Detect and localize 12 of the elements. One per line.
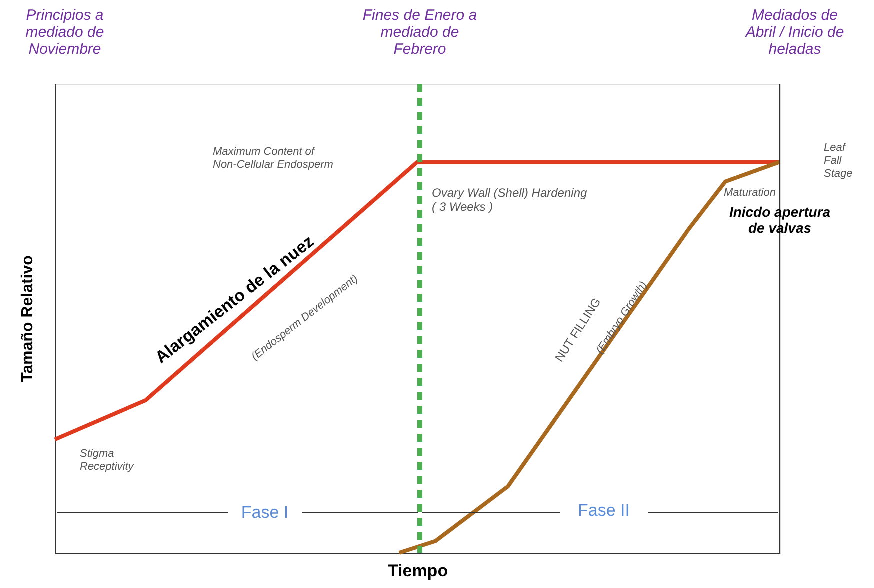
y-axis-title: Tamaño Relativo xyxy=(20,255,36,382)
annotation: Fase I xyxy=(241,503,289,522)
text: Fines de Enero a mediado de Febrero xyxy=(362,7,478,58)
annotation: Ovary Wall (Shell) Hardening ( 3 Weeks ) xyxy=(432,186,588,214)
text: Mediados de Abril / Inicio de heladas xyxy=(744,7,844,58)
text: Principios a mediado de Noviembre xyxy=(26,7,104,58)
x-axis-title: Tiempo xyxy=(388,562,448,580)
text: Leaf Fall Stage xyxy=(824,142,853,180)
annotation: Maximum Content of Non-Cellular Endosperm xyxy=(213,146,334,171)
annotation: Stigma Receptivity xyxy=(80,448,136,473)
annotation: Maturation xyxy=(724,187,776,199)
annotation: Fase II xyxy=(578,501,630,520)
